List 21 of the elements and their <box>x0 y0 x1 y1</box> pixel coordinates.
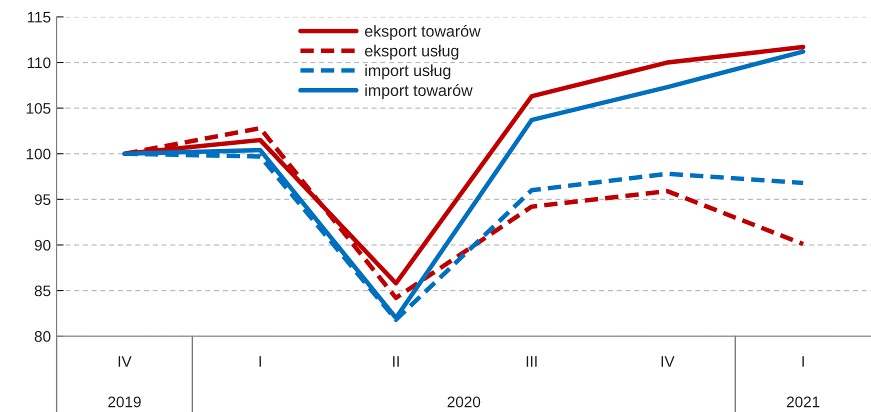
legend-label: eksport towarów <box>364 24 481 40</box>
legend-label: import towarów <box>365 84 473 100</box>
y-tick-label: 90 <box>34 240 50 251</box>
x-tick-label: III <box>526 356 537 367</box>
x-tick-label: I <box>802 356 804 367</box>
text: 2019 <box>108 396 141 408</box>
text: 2020 <box>448 396 480 408</box>
y-tick-label: 100 <box>26 148 50 160</box>
text: 2021 <box>786 396 820 408</box>
y-tick-label: 110 <box>28 57 50 68</box>
y-tick-label: 105 <box>26 102 50 114</box>
y-tick-label: 95 <box>34 194 50 206</box>
y-tick-label: 80 <box>34 331 50 342</box>
x-tick-label: II <box>393 356 399 367</box>
y-tick-label: 115 <box>28 12 50 23</box>
legend-label: import usług <box>365 64 450 80</box>
x-tick-label: IV <box>662 356 675 367</box>
y-tick-label: 85 <box>34 285 50 296</box>
legend-label: eksport usług <box>364 44 458 60</box>
x-tick-label: IV <box>118 356 132 367</box>
x-tick-label: I <box>260 356 261 367</box>
